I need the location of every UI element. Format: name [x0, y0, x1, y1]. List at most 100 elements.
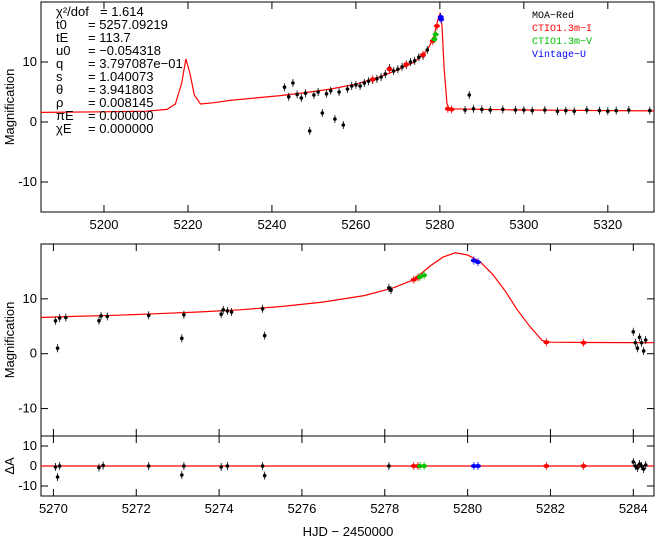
- param-theta-value: = 3.941803: [88, 82, 153, 97]
- residuals-xtick-label: 5284: [619, 501, 648, 516]
- residuals-data-point: [180, 473, 184, 477]
- overview-data-point: [303, 91, 308, 95]
- zoom-data-point: [221, 308, 226, 312]
- residuals-data-point: [631, 460, 636, 464]
- zoom-data-point: [543, 340, 550, 345]
- zoom-data-point: [421, 273, 428, 278]
- overview-data-point: [400, 65, 404, 69]
- zoom-data-point: [53, 319, 58, 323]
- overview-data-point: [383, 72, 388, 76]
- param-t0-value: = 5257.09219: [88, 17, 168, 32]
- overview-ytick-label: 10: [23, 54, 37, 69]
- overview-data-point: [386, 67, 393, 72]
- param-piE-value: = 0.000000: [88, 108, 153, 123]
- param-rho-value: = 0.008145: [88, 95, 153, 110]
- overview-panel-frame: [40, 1, 655, 213]
- zoom-data-point: [97, 319, 101, 323]
- zoom-data-point: [55, 346, 60, 351]
- param-rho-label: ρ: [56, 95, 63, 110]
- zoom-data-point: [57, 316, 62, 320]
- overview-data-point: [375, 77, 379, 81]
- overview-xtick-label: 5300: [509, 217, 538, 232]
- overview-data-point: [307, 129, 312, 133]
- overview-data-point: [328, 89, 333, 93]
- residuals-ylabel: ΔA: [2, 457, 17, 475]
- overview-data-point: [555, 109, 560, 113]
- zoom-data-point: [474, 260, 481, 265]
- param-s-label: s: [56, 69, 63, 84]
- overview-data-point: [354, 83, 358, 87]
- overview-data-point: [282, 85, 287, 89]
- residuals-data-point: [643, 463, 648, 467]
- overview-xtick-label: 5260: [341, 217, 370, 232]
- overview-data-point: [420, 52, 427, 57]
- zoom-data-point: [635, 346, 640, 351]
- residuals-data-point: [225, 464, 230, 468]
- residuals-data-point: [641, 467, 646, 471]
- residuals-data-point: [416, 464, 423, 468]
- legend-entry-moa-red: MOA−Red: [532, 10, 574, 22]
- overview-data-point: [286, 95, 291, 99]
- legend: MOA−Red CTIO1.3m−I CTIO1.3m−V Vintage−U: [532, 10, 592, 61]
- overview-data-point: [412, 59, 417, 63]
- residuals-data-point: [470, 464, 477, 468]
- overview-data-point: [448, 107, 455, 112]
- residuals-data-point: [262, 473, 267, 478]
- zoom-data-point: [64, 315, 68, 320]
- overview-data-point: [432, 32, 439, 37]
- overview-data-point: [295, 92, 299, 97]
- overview-data-point: [467, 93, 472, 97]
- overview-data-point: [425, 48, 430, 52]
- overview-data-point: [379, 75, 383, 79]
- residuals-data-point: [635, 466, 640, 470]
- residuals-data-point: [53, 465, 58, 469]
- zoom-panel-frame: [40, 243, 655, 437]
- overview-data-point: [488, 108, 493, 112]
- residuals-xtick-label: 5272: [122, 501, 151, 516]
- x-axis-label: HJD − 2450000: [303, 524, 394, 539]
- overview-data-point: [648, 108, 652, 113]
- param-u0-label: u0: [56, 43, 70, 58]
- overview-xtick-label: 5220: [173, 217, 202, 232]
- zoom-data-point: [637, 335, 642, 340]
- param-chiE-value: = 0.000000: [88, 121, 153, 136]
- residuals-layer: 5270 5272 5274 5276 5278 5280 5282 5284 -10 0 10: [18, 436, 654, 516]
- zoom-model-curve: [40, 252, 655, 344]
- overview-xtick-label: 5240: [257, 217, 286, 232]
- zoom-data-point: [389, 288, 393, 292]
- overview-ytick-label: 0: [30, 114, 37, 129]
- residuals-ytick-label: -10: [18, 478, 37, 493]
- residuals-xtick-label: 5280: [453, 501, 482, 516]
- overview-data-point: [585, 108, 589, 112]
- residuals-data-point: [543, 464, 550, 468]
- overview-xtick-label: 5200: [90, 217, 119, 232]
- zoom-data-point: [225, 309, 230, 313]
- residuals-data-point: [639, 464, 644, 468]
- zoom-data-point: [182, 312, 186, 317]
- overview-data-point: [324, 92, 329, 96]
- overview-data-point: [522, 108, 526, 112]
- zoom-data-point: [262, 333, 267, 338]
- residuals-data-point: [260, 464, 265, 468]
- overview-data-point: [320, 111, 325, 115]
- zoom-data-point: [229, 310, 234, 314]
- zoom-data-point: [580, 340, 587, 345]
- param-chi2-label: χ²/dof: [56, 4, 89, 19]
- overview-data-point: [597, 108, 602, 113]
- zoom-data-point: [180, 336, 184, 341]
- zoom-data-point: [99, 314, 103, 318]
- overview-data-point: [417, 55, 421, 59]
- overview-data-point: [369, 77, 376, 82]
- overview-data-point: [501, 107, 505, 112]
- zoom-layer: -10 0 10: [18, 244, 655, 436]
- zoom-data-point: [633, 340, 638, 345]
- overview-data-point: [627, 108, 631, 112]
- param-s-value: = 1.040073: [88, 69, 153, 84]
- overview-data-point: [530, 108, 535, 113]
- overview-data-point: [291, 81, 295, 85]
- param-t0-label: t0: [56, 17, 67, 32]
- residuals-data-point: [97, 465, 101, 470]
- overview-ylabel: Magnification: [2, 69, 17, 146]
- overview-data-point: [431, 37, 438, 42]
